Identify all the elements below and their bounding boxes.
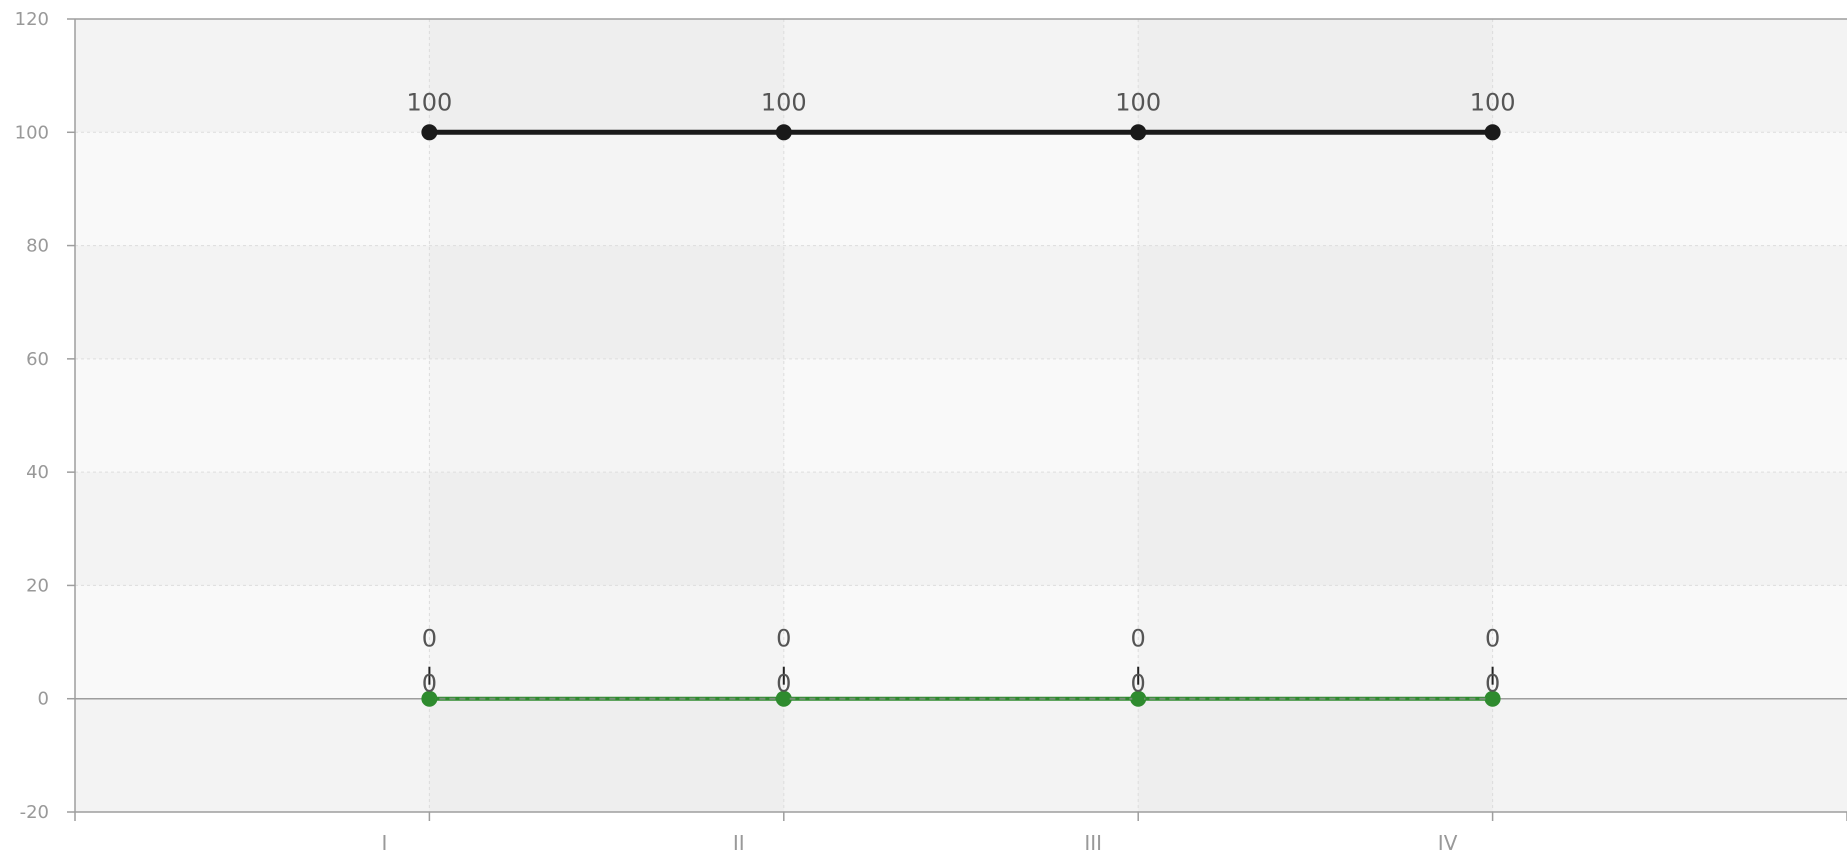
x-tick-label: II (733, 831, 745, 855)
band-horizontal (75, 245, 1847, 359)
band-horizontal (75, 698, 1847, 812)
data-label: 0 (1131, 670, 1146, 698)
data-label: 0 (776, 670, 791, 698)
background-bands (75, 19, 1847, 812)
x-tick-label: III (1084, 831, 1102, 855)
data-point[interactable] (775, 124, 792, 141)
y-tick-label: 40 (26, 462, 49, 483)
data-label: 100 (1115, 88, 1161, 116)
band-horizontal (75, 358, 1847, 473)
data-label: 100 (1470, 88, 1516, 116)
data-point[interactable] (423, 692, 436, 705)
data-label: 0 (776, 625, 791, 653)
data-label: 0 (1485, 670, 1500, 698)
band-vertical (1138, 19, 1492, 812)
data-label: 0 (422, 625, 437, 653)
data-label: 0 (1131, 625, 1146, 653)
y-tick-label: 0 (38, 689, 49, 710)
gridlines (75, 19, 1847, 812)
data-label: 100 (761, 88, 807, 116)
band-horizontal (75, 472, 1847, 586)
series-1 (421, 124, 1501, 141)
band-horizontal (75, 19, 1847, 133)
band-horizontal (75, 585, 1847, 699)
band-vertical (429, 19, 783, 812)
data-point[interactable] (1130, 124, 1147, 141)
y-tick-label: 20 (26, 575, 49, 596)
y-tick-label: 100 (15, 122, 49, 143)
data-label: 100 (406, 88, 452, 116)
y-axis-ticks: 120 100 80 60 40 20 0 -20 (15, 9, 75, 823)
x-tick-label: IV (1438, 831, 1458, 855)
y-tick-label: 120 (15, 9, 49, 30)
y-tick-label: -20 (20, 802, 49, 823)
series-3 (423, 692, 1499, 705)
x-axis-ticks: I II III IV (74, 812, 1847, 855)
data-label: 0 (1485, 625, 1500, 653)
data-label: 0 (422, 670, 437, 698)
data-point[interactable] (1486, 692, 1499, 705)
series-layer (421, 124, 1501, 707)
x-tick-label: I (381, 831, 387, 855)
data-point[interactable] (421, 124, 438, 141)
data-point[interactable] (1132, 692, 1145, 705)
band-horizontal (75, 132, 1847, 246)
data-labels: 100 100 100 100 0 0 0 0 0 0 0 0 (406, 88, 1515, 697)
data-point[interactable] (777, 692, 790, 705)
y-tick-label: 60 (26, 349, 49, 370)
data-point[interactable] (1484, 124, 1501, 141)
y-tick-label: 80 (26, 236, 49, 257)
